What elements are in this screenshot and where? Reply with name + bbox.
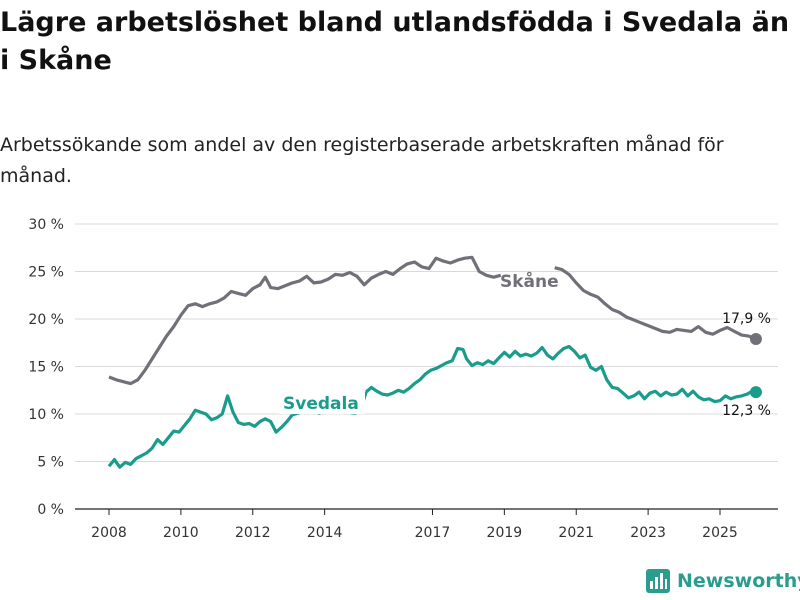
x-tick-label: 2023 — [630, 525, 666, 541]
bar-chart-icon — [646, 569, 670, 593]
x-tick-label: 2014 — [307, 525, 343, 541]
series-lines — [107, 255, 762, 469]
chart-title: Lägre arbetslöshet bland utlandsfödda i … — [0, 7, 790, 76]
svedala-series-label: Svedala — [283, 394, 359, 414]
x-tick-label: 2012 — [235, 525, 271, 541]
svedala-end-label: 12,3 % — [722, 403, 771, 419]
chart-subtitle: Arbetssökande som andel av den registerb… — [0, 134, 724, 187]
skane-end-label: 17,9 % — [722, 311, 771, 327]
y-tick-label: 30 % — [28, 217, 64, 233]
brand-name: Newsworthy — [677, 570, 800, 592]
y-axis: 0 % 5 % 10 % 15 % 20 % 25 % 30 % — [28, 217, 64, 518]
x-tick-label: 2019 — [487, 525, 523, 541]
svedala-line-segment — [364, 344, 757, 404]
skane-end-point — [749, 332, 762, 345]
x-axis: 2008 2010 2012 2014 2017 2019 2021 2023 2025 — [91, 509, 738, 541]
grid — [75, 223, 778, 510]
series-labels: Skåne 17,9 % Svedala 12,3 % — [279, 270, 771, 419]
x-tick-label: 2017 — [415, 525, 451, 541]
skane-series-label: Skåne — [500, 270, 559, 292]
x-tick-label: 2021 — [558, 525, 594, 541]
x-tick-label: 2008 — [91, 525, 127, 541]
y-tick-label: 20 % — [28, 312, 64, 328]
x-tick-label: 2025 — [702, 525, 738, 541]
y-tick-label: 5 % — [37, 455, 64, 471]
x-tick-label: 2010 — [163, 525, 199, 541]
y-tick-label: 10 % — [28, 407, 64, 423]
svedala-line — [107, 394, 294, 469]
y-tick-label: 0 % — [37, 502, 64, 518]
skane-line — [108, 255, 502, 386]
y-tick-label: 25 % — [28, 265, 64, 281]
newsworthy-logo: Newsworthy — [645, 568, 800, 594]
svedala-end-point — [749, 386, 762, 399]
svedala-label-background — [279, 390, 365, 414]
y-tick-label: 15 % — [28, 360, 64, 376]
skane-line-segment — [554, 266, 757, 341]
